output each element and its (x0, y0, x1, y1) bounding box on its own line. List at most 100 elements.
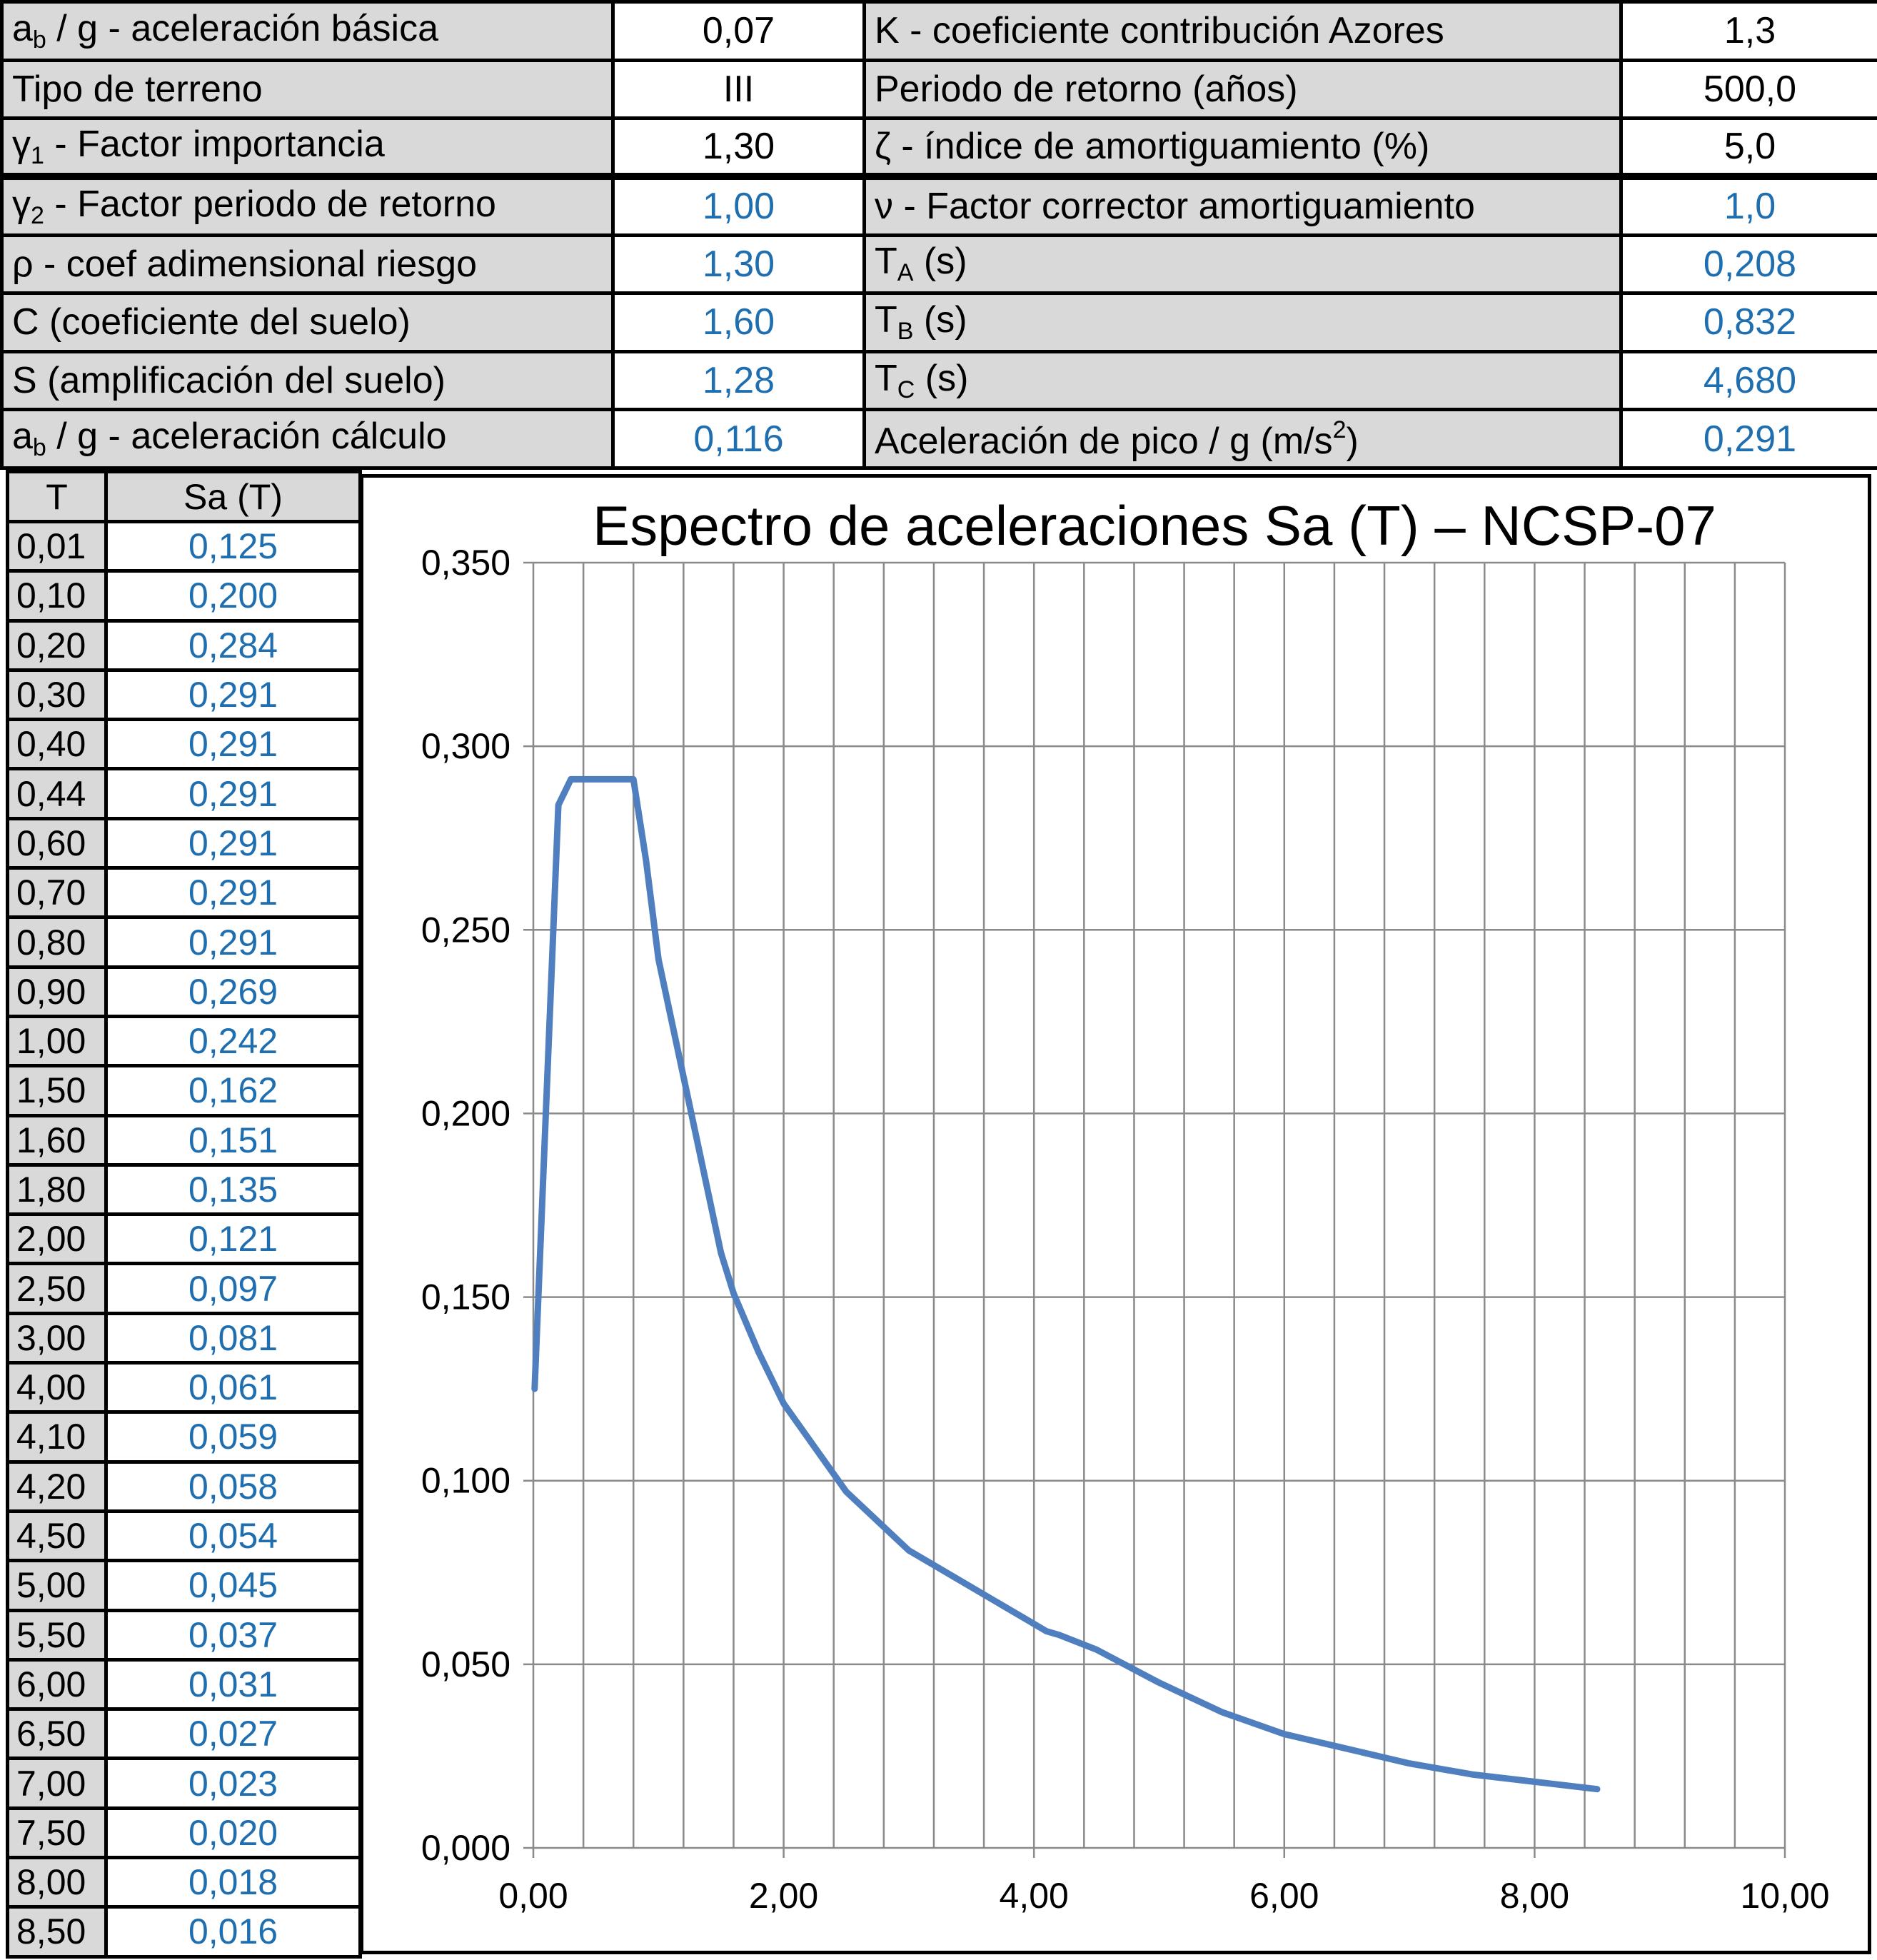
period-cell: 5,00 (6, 1559, 108, 1612)
period-cell: 0,30 (6, 668, 108, 722)
param-value: 1,00 (611, 173, 866, 237)
period-cell: 0,20 (6, 618, 108, 672)
x-tick-label: 6,00 (1249, 1876, 1319, 1916)
param-row: ρ - coef adimensional riesgo 1,30 TA (s) 0,… (0, 233, 1877, 296)
param-label: ζ - índice de amortiguamiento (%) (862, 116, 1623, 179)
table-row: 0,20 0,284 (6, 618, 362, 672)
table-row: 0,30 0,291 (6, 668, 362, 722)
param-row: ab / g - aceleración básica 0,07 K - coefi… (0, 0, 1877, 62)
spectrum-table-header: T Sa (T) (6, 470, 362, 523)
param-value: III (611, 58, 866, 121)
table-row: 1,80 0,135 (6, 1162, 362, 1217)
table-row: 0,60 0,291 (6, 816, 362, 870)
table-row: 5,00 0,045 (6, 1559, 362, 1612)
y-tick-label: 0,150 (421, 1277, 510, 1317)
y-tick-label: 0,300 (421, 726, 510, 766)
sa-cell: 0,027 (104, 1707, 362, 1761)
period-cell: 0,90 (6, 965, 108, 1018)
y-tick-label: 0,050 (421, 1644, 510, 1684)
sa-cell: 0,081 (104, 1311, 362, 1365)
column-header-sa: Sa (T) (104, 470, 362, 523)
param-value: 1,28 (611, 349, 866, 412)
period-cell: 4,10 (6, 1410, 108, 1464)
sa-cell: 0,291 (104, 718, 362, 771)
column-header-t: T (6, 470, 108, 523)
sa-cell: 0,023 (104, 1757, 362, 1810)
param-label: TB (s) (862, 291, 1623, 353)
param-value: 500,0 (1619, 58, 1877, 121)
sa-cell: 0,020 (104, 1806, 362, 1860)
period-cell: 1,00 (6, 1014, 108, 1068)
sa-cell: 0,059 (104, 1410, 362, 1464)
table-row: 0,90 0,269 (6, 965, 362, 1018)
period-cell: 3,00 (6, 1311, 108, 1365)
y-tick-label: 0,200 (421, 1093, 510, 1133)
table-row: 0,10 0,200 (6, 569, 362, 623)
param-label: S (amplificación del suelo) (0, 349, 615, 412)
param-row: γ1 - Factor importancia 1,30 ζ - índice de… (0, 116, 1877, 179)
x-tick-label: 2,00 (749, 1876, 818, 1916)
sa-cell: 0,135 (104, 1162, 362, 1217)
param-value: 0,208 (1619, 233, 1877, 296)
y-tick-label: 0,350 (421, 543, 510, 583)
spectrum-values-table: T Sa (T) 0,01 0,125 0,10 0,200 0,20 0,284 0,30… (6, 470, 362, 1959)
sa-cell: 0,121 (104, 1212, 362, 1266)
period-cell: 5,50 (6, 1608, 108, 1662)
table-row: 4,10 0,059 (6, 1410, 362, 1464)
period-cell: 7,50 (6, 1806, 108, 1860)
param-label: ab / g - aceleración básica (0, 0, 615, 62)
param-row: ab / g - aceleración cálculo 0,116 Acelera… (0, 408, 1877, 470)
table-row: 7,00 0,023 (6, 1757, 362, 1810)
y-tick-label: 0,100 (421, 1461, 510, 1501)
table-row: 6,50 0,027 (6, 1707, 362, 1761)
period-cell: 0,60 (6, 816, 108, 870)
param-label: C (coeficiente del suelo) (0, 291, 615, 353)
sa-cell: 0,037 (104, 1608, 362, 1662)
period-cell: 0,70 (6, 866, 108, 920)
period-cell: 4,00 (6, 1361, 108, 1414)
x-tick-label: 8,00 (1500, 1876, 1569, 1916)
table-row: 6,00 0,031 (6, 1657, 362, 1712)
table-row: 0,70 0,291 (6, 866, 362, 920)
sa-cell: 0,200 (104, 569, 362, 623)
param-label: TC (s) (862, 349, 1623, 412)
period-cell: 1,50 (6, 1064, 108, 1117)
sa-cell: 0,031 (104, 1657, 362, 1712)
sa-cell: 0,291 (104, 915, 362, 969)
sa-cell: 0,097 (104, 1262, 362, 1315)
sa-cell: 0,162 (104, 1064, 362, 1117)
x-tick-label: 10,00 (1740, 1876, 1829, 1916)
y-tick-label: 0,000 (421, 1828, 510, 1868)
sa-cell: 0,291 (104, 767, 362, 820)
period-cell: 4,50 (6, 1509, 108, 1563)
table-row: 8,00 0,018 (6, 1856, 362, 1909)
period-cell: 1,60 (6, 1113, 108, 1167)
table-row: 4,50 0,054 (6, 1509, 362, 1563)
param-label: Periodo de retorno (años) (862, 58, 1623, 121)
sa-cell: 0,018 (104, 1856, 362, 1909)
param-label: ρ - coef adimensional riesgo (0, 233, 615, 296)
param-value: 1,30 (611, 116, 866, 179)
table-row: 0,01 0,125 (6, 519, 362, 573)
param-value: 0,116 (611, 408, 866, 470)
period-cell: 0,40 (6, 718, 108, 771)
table-row: 3,00 0,081 (6, 1311, 362, 1365)
period-cell: 8,00 (6, 1856, 108, 1909)
period-cell: 2,00 (6, 1212, 108, 1266)
period-cell: 4,20 (6, 1459, 108, 1513)
parameters-table: ab / g - aceleración básica 0,07 K - coefi… (0, 0, 1877, 470)
param-label: Tipo de terreno (0, 58, 615, 121)
sa-cell: 0,054 (104, 1509, 362, 1563)
sa-cell: 0,125 (104, 519, 362, 573)
table-row: 4,20 0,058 (6, 1459, 362, 1513)
table-row: 0,44 0,291 (6, 767, 362, 820)
sa-cell: 0,058 (104, 1459, 362, 1513)
sa-cell: 0,151 (104, 1113, 362, 1167)
sa-cell: 0,016 (104, 1905, 362, 1959)
param-row: S (amplificación del suelo) 1,28 TC (s) 4,6… (0, 349, 1877, 412)
table-row: 1,50 0,162 (6, 1064, 362, 1117)
period-cell: 0,80 (6, 915, 108, 969)
period-cell: 0,01 (6, 519, 108, 573)
table-row: 1,60 0,151 (6, 1113, 362, 1167)
period-cell: 7,00 (6, 1757, 108, 1810)
